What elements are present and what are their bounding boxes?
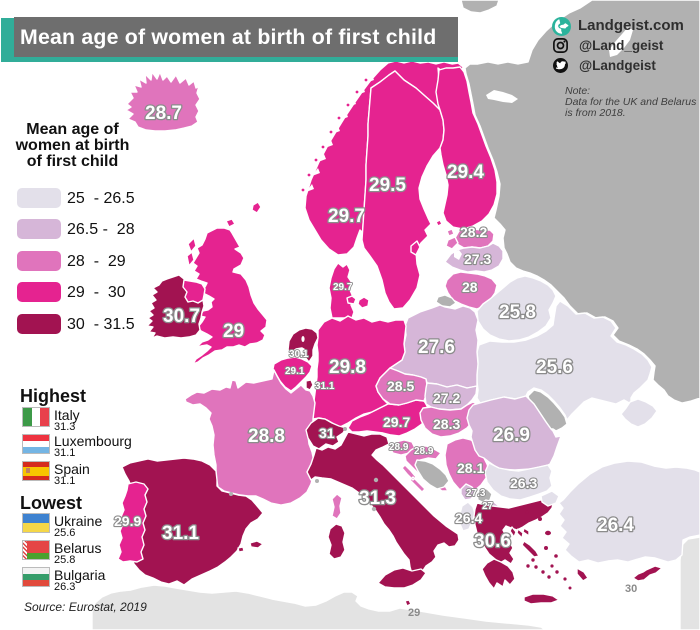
svg-text:25.8: 25.8 <box>499 302 536 323</box>
svg-text:28.9: 28.9 <box>389 442 409 453</box>
svg-text:31.1: 31.1 <box>162 523 199 544</box>
svg-text:26.3: 26.3 <box>510 475 537 491</box>
svg-text:29.8: 29.8 <box>329 357 366 378</box>
svg-text:29.9: 29.9 <box>114 513 141 529</box>
svg-text:27.2: 27.2 <box>433 390 460 406</box>
svg-text:30.7: 30.7 <box>163 306 200 327</box>
svg-text:30: 30 <box>625 583 637 595</box>
svg-text:28.5: 28.5 <box>387 378 414 394</box>
svg-text:29.5: 29.5 <box>369 175 406 196</box>
svg-text:29: 29 <box>408 607 420 619</box>
svg-text:31.3: 31.3 <box>359 488 396 509</box>
svg-text:31: 31 <box>319 425 335 441</box>
svg-text:28: 28 <box>462 279 478 295</box>
svg-text:29.7: 29.7 <box>328 206 365 227</box>
svg-text:27.3: 27.3 <box>466 488 486 499</box>
svg-text:27.6: 27.6 <box>418 337 455 358</box>
svg-text:28.1: 28.1 <box>457 460 484 476</box>
svg-text:29.7: 29.7 <box>333 282 353 293</box>
svg-text:30.6: 30.6 <box>474 531 511 552</box>
svg-text:26.4: 26.4 <box>455 510 482 526</box>
svg-text:26.4: 26.4 <box>597 515 634 536</box>
svg-text:28.2: 28.2 <box>460 224 487 240</box>
svg-text:28.3: 28.3 <box>433 416 460 432</box>
svg-text:28.7: 28.7 <box>145 103 182 124</box>
svg-text:27: 27 <box>482 501 494 512</box>
svg-text:27.3: 27.3 <box>464 251 491 267</box>
svg-text:28.9: 28.9 <box>414 446 434 457</box>
svg-text:28.8: 28.8 <box>248 426 285 447</box>
svg-text:29: 29 <box>223 321 244 342</box>
svg-text:26.9: 26.9 <box>493 425 530 446</box>
svg-text:29.7: 29.7 <box>383 414 410 430</box>
svg-text:29.4: 29.4 <box>447 162 484 183</box>
svg-text:29.1: 29.1 <box>285 366 305 377</box>
svg-text:30.1: 30.1 <box>289 349 309 360</box>
svg-text:31.1: 31.1 <box>315 381 335 392</box>
svg-text:25.6: 25.6 <box>536 357 573 378</box>
